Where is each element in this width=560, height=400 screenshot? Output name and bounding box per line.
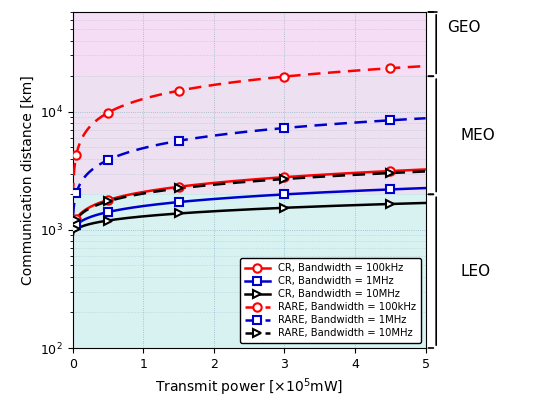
Text: MEO: MEO — [461, 128, 496, 143]
Legend: CR, Bandwidth = 100kHz, CR, Bandwidth = 1MHz, CR, Bandwidth = 10MHz, RARE, Bandw: CR, Bandwidth = 100kHz, CR, Bandwidth = … — [240, 258, 421, 343]
Bar — [73, 12, 426, 76]
Bar — [73, 76, 426, 194]
Bar — [73, 194, 426, 348]
Text: LEO: LEO — [461, 264, 491, 279]
X-axis label: Transmit power [$\times10^5$mW]: Transmit power [$\times10^5$mW] — [155, 376, 343, 398]
Text: GEO: GEO — [447, 20, 480, 35]
Y-axis label: Communication distance [km]: Communication distance [km] — [21, 75, 35, 285]
